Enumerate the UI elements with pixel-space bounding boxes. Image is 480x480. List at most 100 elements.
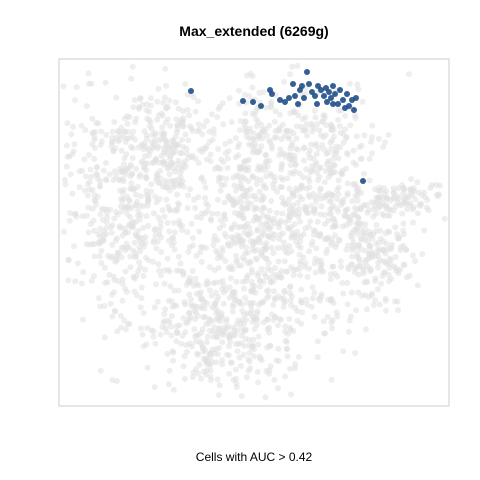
background-cell-point xyxy=(61,176,68,183)
background-cell-point xyxy=(118,324,125,331)
background-cell-point xyxy=(235,224,241,231)
background-cell-point xyxy=(198,375,204,382)
background-cell-point xyxy=(230,324,236,331)
background-cell-point xyxy=(287,71,294,78)
highlighted-cell-point xyxy=(269,91,275,97)
background-cell-point xyxy=(318,293,325,300)
background-cell-point xyxy=(304,301,311,308)
background-cell-point xyxy=(323,122,330,129)
background-cell-point xyxy=(118,147,125,154)
background-cell-point xyxy=(142,153,148,160)
background-cell-point xyxy=(293,123,300,130)
background-cell-point xyxy=(203,339,210,346)
background-cell-point xyxy=(86,178,93,185)
background-cell-point xyxy=(246,358,253,365)
background-cell-point xyxy=(345,266,352,273)
background-cell-point xyxy=(203,360,210,367)
background-cell-point xyxy=(260,89,267,95)
background-cell-point xyxy=(344,301,351,308)
background-cell-point xyxy=(219,361,226,368)
background-cell-point xyxy=(97,178,104,185)
background-cell-point xyxy=(403,246,410,253)
background-cell-point xyxy=(276,152,283,159)
background-cell-point xyxy=(327,276,334,283)
background-cell-point xyxy=(223,175,230,182)
background-cell-point xyxy=(187,123,194,130)
background-cell-point xyxy=(114,257,120,264)
background-cell-point xyxy=(301,157,307,164)
background-cell-point xyxy=(60,83,67,90)
background-cell-point xyxy=(407,186,414,192)
background-cell-point xyxy=(73,213,80,220)
background-cell-point xyxy=(219,245,226,252)
background-cell-point xyxy=(254,368,261,375)
background-cell-point xyxy=(418,200,425,207)
background-cell-point xyxy=(258,251,265,258)
background-cell-point xyxy=(421,189,427,196)
background-cell-point xyxy=(164,219,171,226)
background-cell-point xyxy=(208,292,215,299)
background-cell-point xyxy=(215,392,222,399)
background-cell-point xyxy=(184,150,190,157)
background-cell-point xyxy=(152,193,159,200)
background-cell-point xyxy=(193,280,200,287)
background-cell-point xyxy=(78,122,85,129)
background-cell-point xyxy=(115,278,122,284)
background-cell-point xyxy=(106,271,113,278)
highlighted-cell-point xyxy=(250,99,256,105)
background-cell-point xyxy=(152,340,159,347)
background-cell-point xyxy=(292,207,299,214)
background-cell-point xyxy=(375,135,382,142)
background-cell-point xyxy=(109,134,116,141)
background-cell-point xyxy=(175,165,182,172)
background-cell-point xyxy=(190,369,197,376)
background-cell-point xyxy=(335,236,342,243)
background-cell-point xyxy=(171,287,178,294)
background-cell-point xyxy=(198,341,205,348)
background-cell-point xyxy=(342,207,349,214)
background-cell-point xyxy=(240,285,247,292)
background-cell-point xyxy=(144,202,151,209)
background-cell-point xyxy=(63,142,70,149)
background-cell-point xyxy=(153,199,160,206)
background-cell-point xyxy=(202,210,208,217)
background-cell-point xyxy=(372,228,379,235)
background-cell-point xyxy=(204,278,211,285)
background-cell-point xyxy=(204,300,210,307)
background-cell-point xyxy=(279,230,286,237)
background-cell-point xyxy=(79,167,86,174)
background-cell-point xyxy=(287,214,293,221)
background-cell-point xyxy=(128,75,135,82)
background-cell-point xyxy=(249,318,256,325)
highlighted-cell-point xyxy=(360,178,366,184)
background-cell-point xyxy=(213,279,219,286)
background-cell-point xyxy=(281,289,288,296)
background-cell-point xyxy=(353,307,360,314)
background-cell-point xyxy=(91,253,98,260)
background-cell-point xyxy=(236,127,243,134)
background-cell-point xyxy=(276,111,283,118)
background-cell-point xyxy=(189,374,196,380)
background-cell-point xyxy=(380,238,387,245)
background-cell-point xyxy=(98,205,105,212)
background-cell-point xyxy=(241,118,248,125)
background-cell-point xyxy=(338,170,345,176)
background-cell-point xyxy=(258,265,265,272)
background-cell-point xyxy=(79,213,86,220)
background-cell-point xyxy=(373,222,380,228)
background-cell-point xyxy=(392,254,399,260)
background-cell-point xyxy=(86,241,93,248)
background-cell-point xyxy=(370,302,377,308)
background-cell-point xyxy=(365,207,372,214)
background-cell-point xyxy=(253,181,260,187)
background-cell-point xyxy=(203,118,210,125)
background-cell-point xyxy=(233,375,240,382)
background-cell-point xyxy=(151,227,158,234)
background-cell-point xyxy=(386,278,392,285)
background-cell-point xyxy=(406,71,412,78)
background-cell-point xyxy=(335,191,342,198)
background-cell-point xyxy=(127,163,134,170)
background-cell-point xyxy=(144,135,150,142)
background-cell-point xyxy=(99,216,106,223)
background-cell-point xyxy=(323,161,330,168)
